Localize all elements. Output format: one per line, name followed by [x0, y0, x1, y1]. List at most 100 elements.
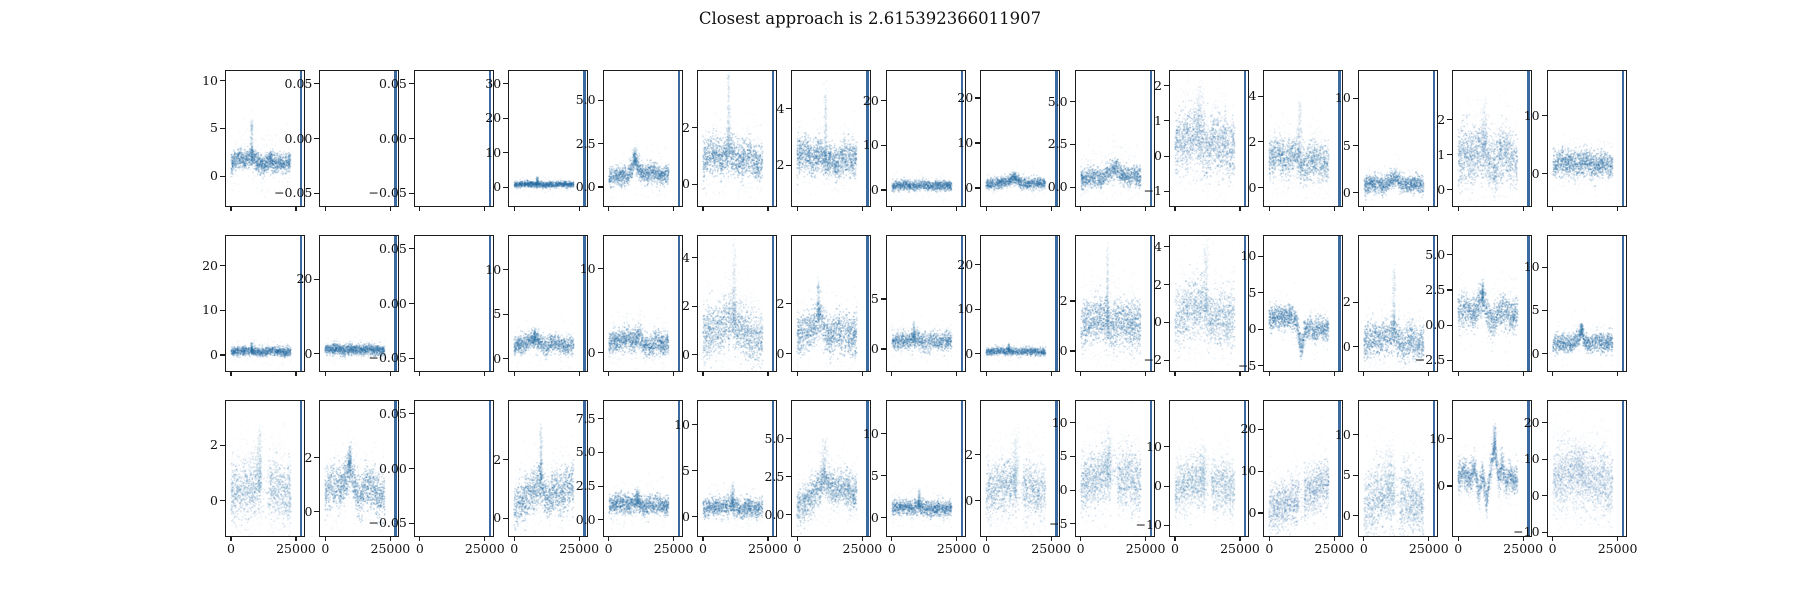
- x-tick-mark: [796, 536, 798, 541]
- y-tick-mark: [408, 83, 414, 85]
- y-tick-label: 0: [1531, 487, 1540, 503]
- x-tick-mark: [513, 536, 515, 541]
- y-tick-label: −1: [1143, 183, 1162, 199]
- closest-approach-vline: [1338, 236, 1341, 371]
- y-tick-label: 2: [210, 437, 218, 453]
- y-tick-mark: [314, 278, 320, 280]
- subplot-r1c3: −0.05 0.00 0.05: [368, 70, 494, 211]
- y-tick-mark: [220, 500, 225, 502]
- x-tick-mark: [1617, 371, 1619, 376]
- x-tick-mark: [484, 371, 486, 376]
- y-tick-mark: [220, 175, 225, 177]
- x-tick-mark: [1080, 206, 1082, 211]
- y-tick-label: 10: [1429, 430, 1446, 446]
- x-tick-label: 0: [321, 541, 330, 556]
- x-tick-label: 0: [887, 541, 896, 556]
- x-tick-mark: [1522, 371, 1524, 376]
- x-tick-mark: [1174, 206, 1176, 211]
- x-tick-mark: [891, 536, 893, 541]
- closest-approach-vline: [300, 71, 303, 206]
- y-tick-label: 0.05: [378, 240, 407, 256]
- y-tick-label: 2: [965, 446, 974, 462]
- y-tick-label: 0: [1531, 165, 1540, 181]
- y-tick-label: 0: [682, 176, 690, 192]
- y-tick-mark: [220, 444, 225, 446]
- closest-approach-vline: [1244, 71, 1247, 206]
- subplot-r1c11: −1 0 1 2: [1144, 70, 1249, 211]
- y-tick-mark: [1069, 300, 1075, 302]
- y-tick-label: 2: [776, 295, 785, 311]
- x-tick-label: 0: [699, 541, 707, 556]
- y-tick-label: 30: [485, 75, 502, 91]
- subplot-r1c14: 0 1 2: [1437, 70, 1533, 211]
- y-tick-mark: [692, 127, 697, 129]
- y-tick-label: 10: [1051, 414, 1068, 430]
- y-tick-label: 20: [202, 257, 218, 273]
- y-tick-mark: [1352, 434, 1358, 436]
- y-tick-label: 5.0: [1425, 246, 1446, 262]
- y-tick-mark: [597, 143, 603, 145]
- closest-approach-vline: [866, 71, 869, 206]
- x-tick-mark: [295, 206, 297, 211]
- x-tick-label: 25000: [653, 541, 694, 556]
- y-tick-label: 0: [1248, 321, 1257, 337]
- scatter-points: [1075, 71, 1154, 206]
- y-tick-label: 0.05: [378, 75, 407, 91]
- x-tick-mark: [767, 536, 769, 541]
- scatter-points: [698, 236, 776, 371]
- x-tick-mark: [673, 206, 675, 211]
- y-tick-mark: [314, 83, 320, 85]
- x-tick-mark: [513, 371, 515, 376]
- y-tick-label: 0: [210, 346, 218, 362]
- scatter-points: [1170, 71, 1248, 206]
- y-tick-mark: [1447, 324, 1453, 326]
- y-tick-label: −2.5: [1414, 352, 1446, 368]
- y-tick-label: 0: [1437, 181, 1446, 197]
- x-tick-mark: [767, 206, 769, 211]
- y-tick-mark: [975, 142, 981, 144]
- scatter-points: [1453, 401, 1532, 536]
- x-tick-mark: [702, 371, 704, 376]
- y-tick-label: 5: [870, 291, 879, 306]
- subplot-r1c2: −0.05 0.00 0.05: [274, 70, 400, 211]
- y-tick-mark: [408, 522, 414, 524]
- x-tick-mark: [608, 536, 610, 541]
- subplot-r2c5: 0 10: [580, 235, 683, 376]
- y-tick-mark: [1069, 523, 1075, 525]
- subplot-r3c10: −5 0 5 10 0 25000: [1049, 400, 1165, 556]
- subplot-r3c14: 0 10 0 25000: [1429, 400, 1543, 556]
- y-tick-mark: [503, 152, 509, 154]
- x-tick-label: 0: [982, 541, 991, 556]
- y-tick-mark: [975, 97, 981, 99]
- x-tick-mark: [796, 206, 798, 211]
- y-tick-mark: [880, 189, 886, 191]
- x-tick-mark: [1080, 536, 1082, 541]
- closest-approach-vline: [1527, 236, 1530, 371]
- subplot-r3c11: −10 0 10 0 25000: [1136, 400, 1260, 556]
- y-tick-label: 20: [296, 271, 313, 287]
- x-tick-mark: [389, 371, 391, 376]
- x-tick-mark: [419, 536, 421, 541]
- x-tick-label: 25000: [370, 541, 411, 556]
- x-tick-mark: [1174, 371, 1176, 376]
- subplot-r3c1: 0 2 0 25000: [210, 400, 316, 556]
- y-tick-mark: [1164, 321, 1169, 323]
- x-tick-mark: [324, 206, 326, 211]
- closest-approach-vline: [394, 401, 397, 536]
- y-tick-mark: [1069, 422, 1075, 424]
- x-tick-mark: [1268, 206, 1270, 211]
- y-tick-label: 0: [210, 168, 218, 184]
- scatter-points: [1075, 236, 1154, 371]
- subplot-r1c12: 0 2 4: [1248, 70, 1344, 211]
- x-tick-mark: [985, 536, 987, 541]
- y-tick-label: 0: [1342, 184, 1351, 200]
- x-tick-mark: [1552, 206, 1554, 211]
- y-tick-label: 2: [776, 157, 785, 173]
- x-tick-mark: [673, 536, 675, 541]
- figure-title: Closest approach is 2.615392366011907: [698, 9, 1042, 28]
- x-tick-mark: [1333, 206, 1335, 211]
- x-tick-label: 0: [1454, 541, 1463, 556]
- x-tick-mark: [295, 371, 297, 376]
- y-tick-mark: [786, 302, 792, 305]
- y-tick-label: 0: [493, 179, 502, 195]
